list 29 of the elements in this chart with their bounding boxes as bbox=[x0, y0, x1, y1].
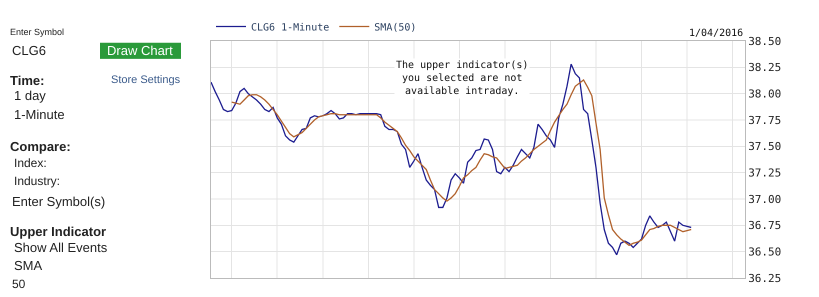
y-tick-label: 38.50 bbox=[748, 34, 782, 48]
legend-label: CLG6 1-Minute bbox=[251, 22, 330, 34]
y-tick-label: 37.25 bbox=[748, 166, 782, 180]
text: 1-Minute bbox=[14, 107, 65, 122]
y-tick-label: 36.50 bbox=[748, 246, 782, 259]
text: 1/04/2016 bbox=[689, 28, 744, 39]
y-tick-label: 37.00 bbox=[748, 192, 782, 206]
y-tick-label: 38.00 bbox=[748, 88, 782, 101]
text: Draw Chart bbox=[107, 43, 174, 58]
y-tick-label: 36.75 bbox=[748, 219, 782, 232]
text: Enter Symbol(s) bbox=[12, 194, 106, 209]
text: 50 bbox=[12, 277, 26, 291]
text: Show All Events bbox=[14, 240, 108, 255]
text: Compare: bbox=[10, 139, 71, 154]
text: Industry: bbox=[14, 174, 60, 188]
text: Index: bbox=[14, 156, 47, 170]
annotation: The upper indicator(s) you selected are not available intraday. bbox=[396, 60, 528, 97]
text: Store Settings bbox=[111, 74, 181, 86]
text: Upper Indicator bbox=[10, 224, 106, 239]
text: SMA bbox=[14, 258, 42, 273]
y-tick-label: 37.75 bbox=[748, 114, 782, 127]
text: Enter Symbol bbox=[10, 27, 64, 37]
text: Time: bbox=[10, 73, 44, 88]
y-tick-label: 37.50 bbox=[748, 140, 782, 154]
legend-label: SMA(50) bbox=[374, 22, 416, 34]
text: 1 day bbox=[14, 88, 46, 103]
text: CLG6 bbox=[12, 43, 46, 58]
y-tick-label: 36.25 bbox=[748, 272, 782, 285]
y-tick-label: 38.25 bbox=[748, 61, 782, 74]
